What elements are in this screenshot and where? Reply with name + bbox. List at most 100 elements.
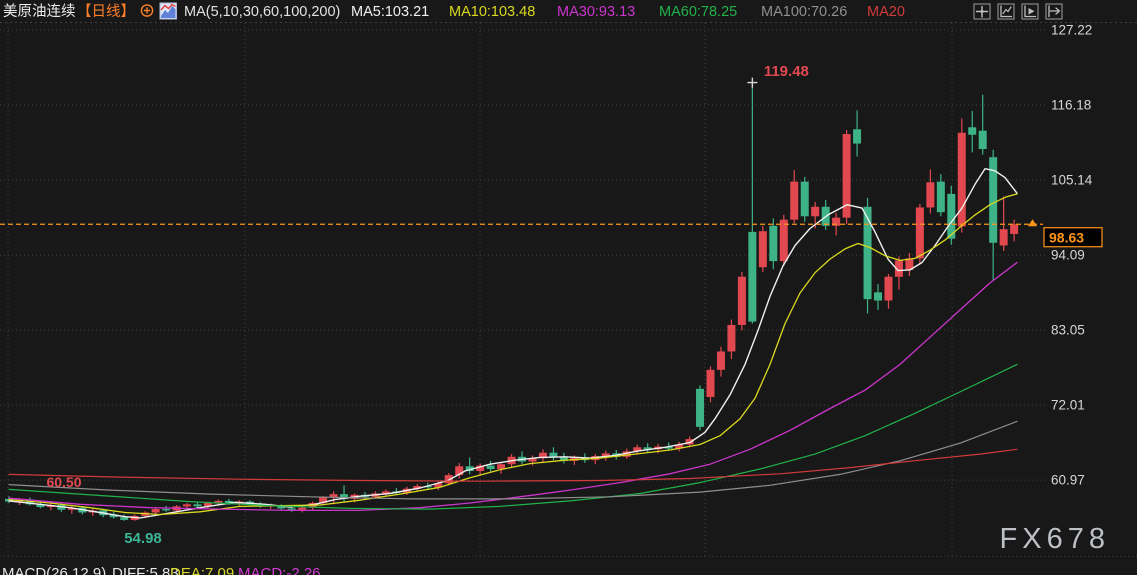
ma100-value: MA100:70.26 [761,4,847,20]
candle-body [1010,224,1019,234]
candle-body [193,504,202,507]
ma60-line [8,363,1018,510]
candle-body [549,452,558,458]
ma60-value: MA60:78.25 [659,4,737,20]
candle-body [790,181,799,220]
spike-cross-marker [747,77,758,88]
y-axis-label: 94.09 [1051,248,1085,263]
ma5-value: MA5:103.21 [351,4,429,20]
candle-body [769,225,778,262]
candle-body [36,504,45,508]
watermark: FX678 [1000,523,1110,555]
candle-body [622,451,631,457]
candle-body [853,129,862,144]
candle-body [319,497,328,503]
axis-chart-icon[interactable] [997,3,1015,20]
ma200-value: MA20 [867,4,905,20]
candle-body [340,494,349,499]
macd-diff-value: DIFF:5.83 [112,565,179,575]
candle-body [706,369,715,397]
low-annotation: 54.98 [124,530,162,547]
high-annotation-label: 119.48 [764,63,809,80]
candle-body [800,181,809,217]
macd-dea-value: DEA:7.09 [170,565,234,575]
candle-body [538,452,547,459]
candle-body [476,465,485,472]
candle-body [633,447,642,452]
axis-arrow-icon[interactable] [1045,3,1063,20]
candle-body [884,276,893,301]
left-level-annotation: 60.50 [46,474,81,490]
candle-body [968,127,977,135]
axis-play-icon[interactable] [1021,3,1039,20]
chart-tools [973,3,1063,20]
ma-params-label: MA(5,10,30,60,100,200) [184,4,340,20]
period-selector[interactable]: 【日线】 [77,3,135,20]
candle-body [67,507,76,510]
candle-body [978,130,987,150]
candle-body [224,500,233,504]
ma30-line [8,261,1018,512]
candle-body [737,276,746,325]
candle-body [465,466,474,472]
candle-body [989,157,998,243]
y-axis-label: 72.01 [1051,398,1085,413]
candle-body [601,453,610,457]
y-axis-label: 116.18 [1051,98,1091,113]
candle-body [214,500,223,503]
last-price-line [0,219,1043,227]
candle-body [936,181,945,213]
candle-body [528,458,537,462]
y-axis-label: 83.05 [1051,323,1085,338]
candle-body [716,351,725,370]
y-axis-labels: 127.22 116.18 105.14 94.09 83.05 72.01 60.97 [1051,23,1093,488]
candle-body [151,509,160,513]
candle-body [120,517,129,520]
candle-body [758,231,767,268]
candle-body [957,132,966,227]
candle-body [947,193,956,239]
y-axis-label: 60.97 [1051,473,1085,488]
candle-body [832,217,841,226]
kline-chart-icon[interactable] [159,2,177,20]
candle-body [811,206,820,217]
ma100-line [8,420,1018,500]
candle-body [874,292,883,301]
candle-body [926,182,935,208]
ma30-value: MA30:93.13 [557,4,635,20]
candles [5,82,1019,521]
candle-body [863,206,872,300]
current-price-value: 98.63 [1049,230,1084,246]
candle-body [696,388,705,427]
candle-body [664,446,673,449]
crosshair-icon[interactable] [973,3,991,20]
candle-body [559,457,568,461]
candle-body [109,514,118,518]
candle-body [381,491,390,494]
symbol-name[interactable]: 美原油连续 [3,3,76,20]
y-axis-label: 105.14 [1051,173,1093,188]
candle-body [894,260,903,277]
macd-macd-value: MACD:-2.26 [238,565,321,575]
candle-body [779,219,788,262]
candle-body [675,444,684,449]
toolbar: 美原油连续 【日线】 MA(5,10,30,60,100,200) MA5:10… [3,2,905,20]
candle-body [444,475,453,484]
candle-body [842,134,851,218]
candle-body [182,504,191,507]
last-price-arrow-icon [1028,219,1037,227]
candle-body [423,485,432,488]
candle-body [999,229,1008,246]
ma200-line [8,448,1018,482]
ma5-line [8,167,1018,519]
candle-body [162,509,171,511]
candle-body [643,447,652,450]
circle-plus-icon[interactable] [140,4,154,17]
candle-body [727,324,736,352]
high-annotation: 119.48 [747,63,809,88]
candle-body [434,483,443,488]
candle-body [685,439,694,445]
candle-body [915,207,924,259]
candle-body [486,465,495,469]
